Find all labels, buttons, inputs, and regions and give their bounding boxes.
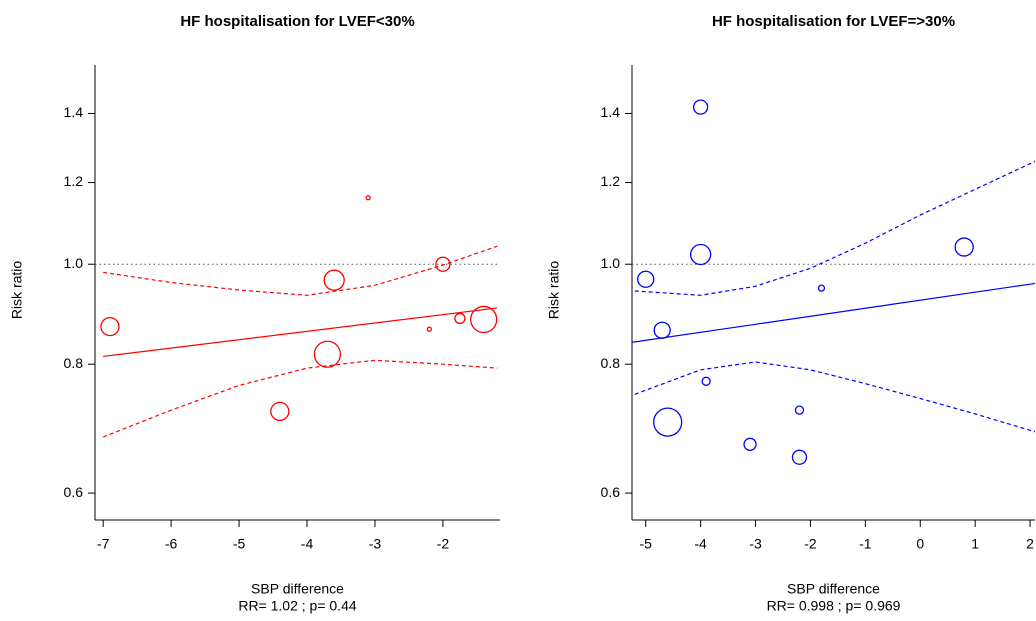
y-axis-label: Risk ratio [9, 261, 25, 320]
fit-line [103, 307, 498, 358]
x-tick-label: 0 [916, 536, 924, 552]
x-tick-label: -1 [859, 536, 872, 552]
chart-title: HF hospitalisation for LVEF=>30% [712, 13, 955, 30]
fit-line [631, 282, 1036, 343]
point [313, 340, 342, 368]
x-tick-label: -2 [804, 536, 817, 552]
point [100, 316, 120, 337]
point [954, 237, 974, 257]
point [791, 449, 808, 465]
panel: HF hospitalisation for LVEF=>30% SBP diff… [546, 13, 1036, 614]
ci-upper [634, 160, 1036, 296]
ci-lower [634, 361, 1036, 433]
point [692, 99, 709, 115]
x-tick-label: -6 [165, 536, 178, 552]
point [743, 437, 757, 451]
point [637, 270, 655, 288]
x-axis-label: SBP difference [787, 581, 880, 597]
y-tick-label: 0.6 [601, 484, 621, 500]
x-tick-label: -5 [639, 536, 652, 552]
y-tick-label: 1.4 [64, 104, 84, 120]
point [365, 195, 371, 201]
y-tick-label: 1.2 [64, 173, 84, 189]
point [817, 284, 826, 292]
point [701, 376, 711, 386]
point [454, 312, 466, 325]
y-tick-label: 1.0 [601, 255, 621, 271]
ci-upper [103, 245, 498, 296]
chart-title: HF hospitalisation for LVEF<30% [180, 13, 414, 30]
x-tick-label: 2 [1026, 536, 1034, 552]
x-tick-label: -2 [437, 536, 450, 552]
subtitle: RR= 1.02 ; p= 0.44 [238, 598, 357, 614]
y-tick-label: 0.6 [64, 484, 84, 500]
x-tick-label: 1 [971, 536, 979, 552]
y-axis-label: Risk ratio [546, 261, 562, 320]
x-axis-label: SBP difference [251, 581, 344, 597]
ci-lower [102, 359, 498, 438]
point [426, 326, 432, 332]
y-tick-label: 0.8 [64, 355, 84, 371]
y-tick-label: 1.2 [601, 173, 621, 189]
point [653, 407, 683, 437]
panel: HF hospitalisation for LVEF<30% SBP diffe… [9, 13, 500, 614]
point [435, 256, 451, 272]
x-tick-label: -5 [233, 536, 246, 552]
x-tick-label: -3 [369, 536, 382, 552]
x-tick-label: -7 [97, 536, 110, 552]
point [653, 321, 671, 339]
point [270, 401, 290, 422]
y-tick-label: 1.0 [64, 255, 84, 271]
y-tick-label: 1.4 [601, 104, 621, 120]
point [794, 405, 805, 415]
point [323, 269, 345, 291]
point [689, 243, 712, 266]
subtitle: RR= 0.998 ; p= 0.969 [767, 598, 901, 614]
point [470, 305, 498, 334]
x-tick-label: -3 [749, 536, 762, 552]
x-tick-label: -4 [301, 536, 314, 552]
y-tick-label: 0.8 [601, 355, 621, 371]
x-tick-label: -4 [694, 536, 707, 552]
